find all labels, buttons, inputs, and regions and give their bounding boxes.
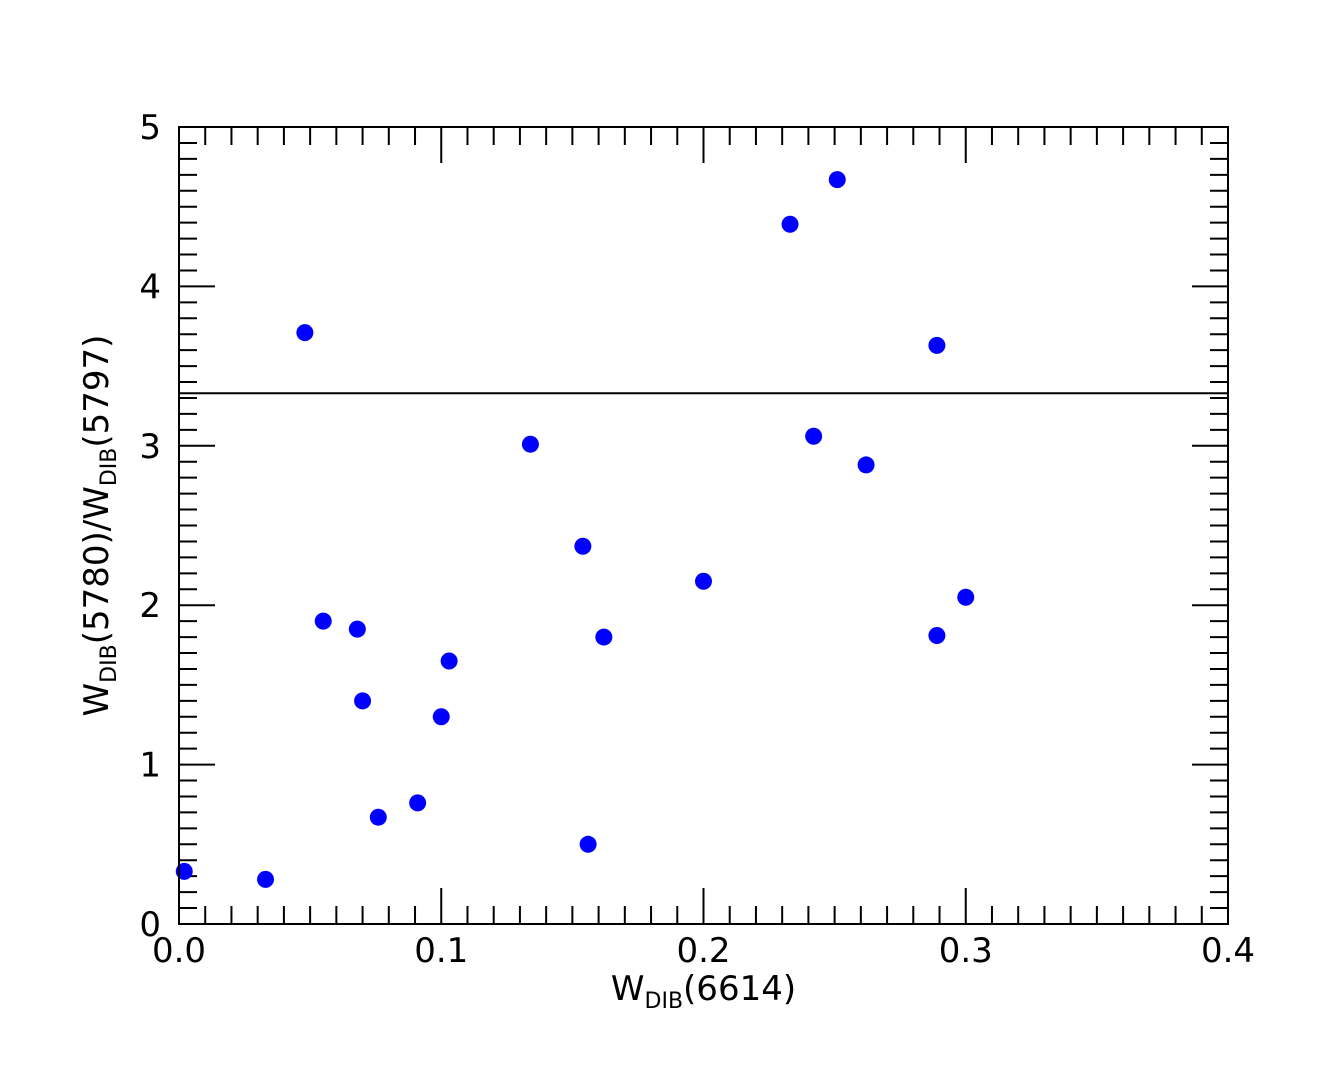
x-tick-label: 0.3 bbox=[939, 931, 993, 971]
data-point bbox=[579, 835, 597, 853]
data-point bbox=[369, 808, 387, 826]
data-point bbox=[257, 870, 275, 888]
y-tick-label: 5 bbox=[139, 108, 161, 148]
data-point bbox=[296, 324, 314, 342]
data-point bbox=[432, 708, 450, 726]
x-tick-label: 0.4 bbox=[1201, 931, 1255, 971]
data-point bbox=[928, 336, 946, 354]
y-tick-label: 4 bbox=[139, 267, 161, 307]
data-point bbox=[595, 628, 613, 646]
y-tick-label: 1 bbox=[139, 746, 161, 786]
data-point bbox=[781, 215, 799, 233]
data-point bbox=[521, 435, 539, 453]
data-point bbox=[957, 588, 975, 606]
x-tick-label: 0.2 bbox=[676, 931, 730, 971]
y-axis-label: WDIB(5780)/WDIB(5797) bbox=[77, 335, 122, 717]
data-point bbox=[354, 692, 372, 710]
plot-frame bbox=[178, 126, 1229, 925]
data-point bbox=[440, 652, 458, 670]
tick-labels: 0.0 0.1 0.2 0.3 0.4 0 1 2 3 4 5 bbox=[139, 108, 1255, 971]
data-point bbox=[348, 620, 366, 638]
y-tick-label: 0 bbox=[139, 905, 161, 945]
data-point bbox=[928, 626, 946, 644]
data-point bbox=[314, 612, 332, 630]
data-point bbox=[409, 794, 427, 812]
x-tick-label: 0.0 bbox=[152, 931, 206, 971]
x-tick-label: 0.1 bbox=[414, 931, 468, 971]
data-point bbox=[574, 537, 592, 555]
data-points bbox=[175, 171, 975, 888]
axis-ticks bbox=[178, 126, 1229, 925]
data-point bbox=[828, 171, 846, 189]
data-point bbox=[695, 572, 712, 590]
x-axis-label: WDIB(6614) bbox=[611, 969, 796, 1014]
y-tick-label: 2 bbox=[139, 586, 161, 626]
data-point bbox=[857, 456, 875, 474]
data-point bbox=[805, 427, 823, 445]
y-tick-label: 3 bbox=[139, 427, 161, 467]
